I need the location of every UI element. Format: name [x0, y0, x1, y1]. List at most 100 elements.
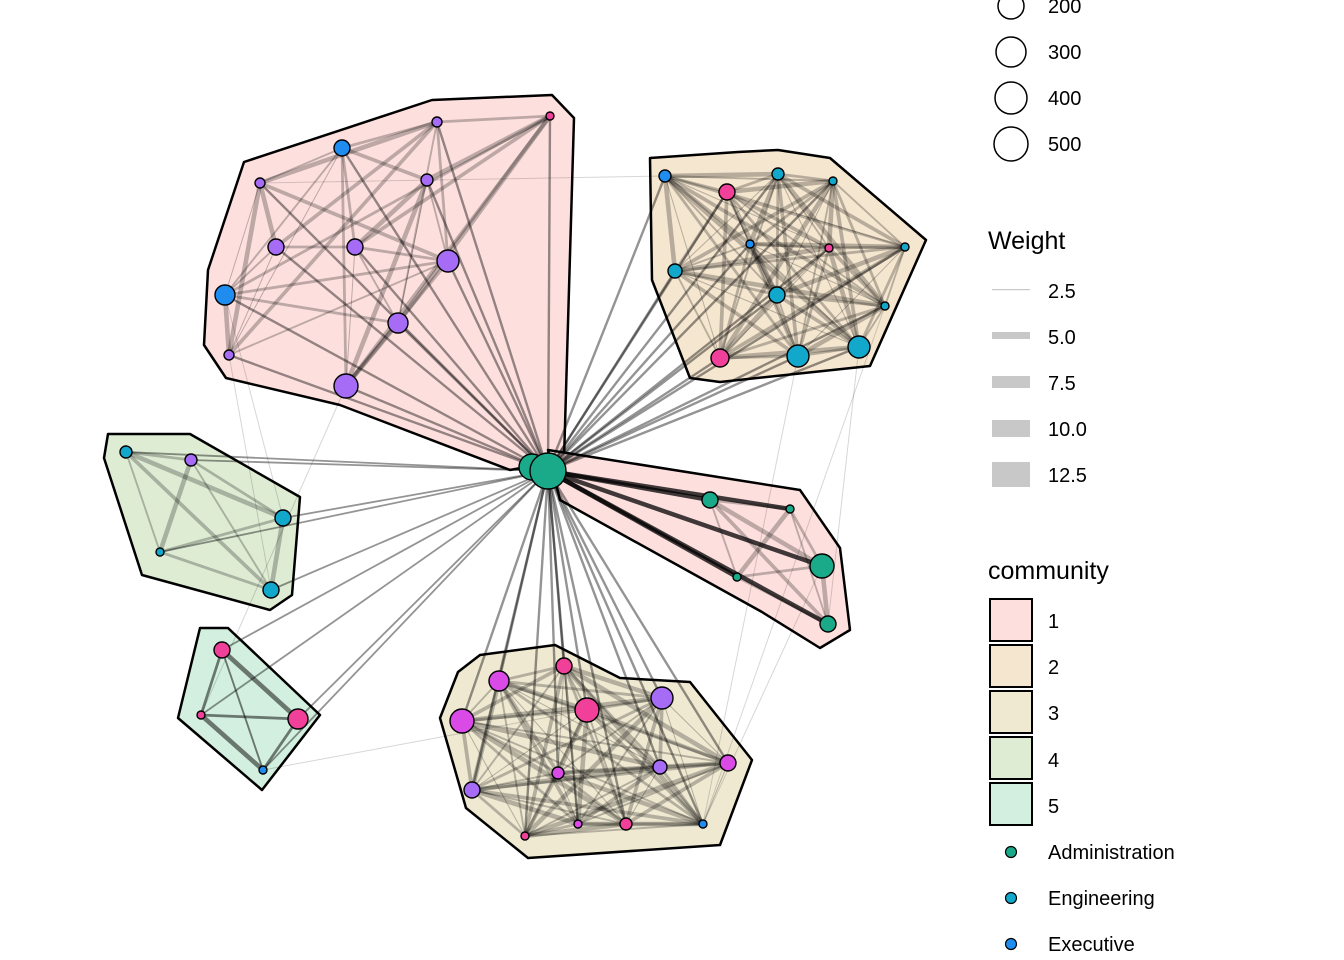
weight-label-12-5: 12.5	[1048, 465, 1087, 487]
network-edge	[546, 469, 705, 826]
community-legend: community 1 2 3 4 5	[988, 557, 1109, 826]
network-edge	[624, 761, 730, 826]
network-edge	[226, 180, 263, 358]
network-edge	[546, 179, 835, 473]
network-edge	[717, 178, 836, 361]
network-edge	[663, 174, 887, 308]
department-legend: Administration Engineering Executive	[1004, 842, 1175, 956]
network-edge	[775, 172, 780, 297]
network-edge	[857, 245, 907, 349]
network-node-49	[262, 581, 280, 599]
network-node-46	[184, 453, 198, 467]
size-legend: 200 300 400 500	[993, 0, 1081, 162]
network-edge	[224, 294, 284, 519]
network-edge	[274, 245, 550, 473]
network-edge	[200, 470, 549, 716]
network-edge	[546, 469, 566, 668]
network-edge	[470, 469, 550, 792]
network-node-26	[667, 263, 683, 279]
network-edge	[664, 175, 834, 182]
network-edge	[563, 665, 579, 825]
network-edge	[224, 182, 261, 296]
network-edge	[125, 451, 549, 472]
weight-label-7-5: 7.5	[1048, 373, 1076, 395]
network-node-23	[745, 239, 755, 249]
network-edge	[546, 293, 779, 473]
network-edge	[395, 113, 553, 326]
network-node-29	[710, 348, 730, 368]
network-edge	[662, 173, 862, 350]
network-edge	[545, 468, 793, 512]
network-edge	[158, 550, 273, 592]
network-edge	[523, 771, 560, 838]
community-hull-2	[648, 148, 928, 384]
network-edge	[345, 246, 356, 387]
network-edge	[718, 304, 887, 360]
network-node-43	[619, 817, 633, 831]
network-edge	[258, 181, 450, 263]
network-node-24	[824, 243, 834, 253]
network-edge	[674, 270, 860, 348]
weight-label-10-0: 10.0	[1048, 419, 1087, 441]
network-edge	[827, 246, 887, 308]
network-node-5	[254, 177, 266, 189]
network-edge	[776, 172, 800, 358]
community-key-1	[989, 598, 1033, 642]
network-edge	[546, 469, 662, 769]
network-node-31	[847, 335, 871, 359]
network-edge	[749, 243, 886, 307]
network-edge	[725, 190, 831, 250]
department-key-executive	[1004, 937, 1018, 951]
network-node-10	[214, 284, 236, 306]
network-edge	[498, 680, 526, 837]
network-edge	[546, 354, 800, 473]
network-edge	[663, 174, 752, 246]
network-edge	[663, 174, 800, 358]
network-node-33	[488, 670, 510, 692]
network-edge	[561, 663, 731, 766]
network-node-53	[258, 765, 268, 775]
network-edge	[221, 649, 264, 771]
network-node-37	[551, 766, 565, 780]
network-edge	[718, 190, 729, 360]
network-edge	[673, 179, 835, 273]
network-node-13	[333, 373, 359, 399]
network-edge	[662, 173, 678, 274]
network-edge	[797, 246, 906, 357]
network-edge	[674, 243, 751, 272]
network-edge	[673, 245, 907, 273]
community-hull-5	[176, 626, 322, 792]
network-edge	[556, 771, 628, 826]
weight-label-5-0: 5.0	[1048, 327, 1076, 349]
weight-key-5-0	[992, 332, 1030, 339]
network-edge	[826, 178, 836, 251]
network-edge	[661, 697, 704, 825]
weight-label-2-5: 2.5	[1048, 281, 1076, 303]
network-edge	[831, 179, 861, 349]
network-edge	[827, 346, 860, 625]
size-key-500	[993, 126, 1029, 162]
network-node-38	[652, 759, 668, 775]
network-edge	[426, 179, 449, 262]
network-edge	[459, 695, 665, 724]
network-edge	[556, 765, 662, 775]
network-edge	[522, 821, 629, 839]
network-edge	[735, 564, 824, 579]
network-node-3	[431, 116, 443, 128]
network-edge	[497, 679, 730, 765]
network-edge	[776, 180, 834, 296]
network-node-36	[449, 708, 475, 734]
network-edge	[708, 498, 792, 511]
network-edge	[190, 459, 549, 472]
network-edge	[461, 720, 526, 837]
network-edge	[223, 114, 552, 297]
network-node-14	[701, 491, 719, 509]
network-edge	[219, 647, 301, 722]
network-edge	[702, 355, 799, 825]
network-edge	[557, 665, 565, 774]
network-edge	[777, 173, 830, 249]
network-edge	[557, 772, 579, 825]
network-edge	[827, 245, 907, 250]
network-edge	[577, 697, 663, 825]
size-label-200: 200	[1048, 0, 1081, 18]
